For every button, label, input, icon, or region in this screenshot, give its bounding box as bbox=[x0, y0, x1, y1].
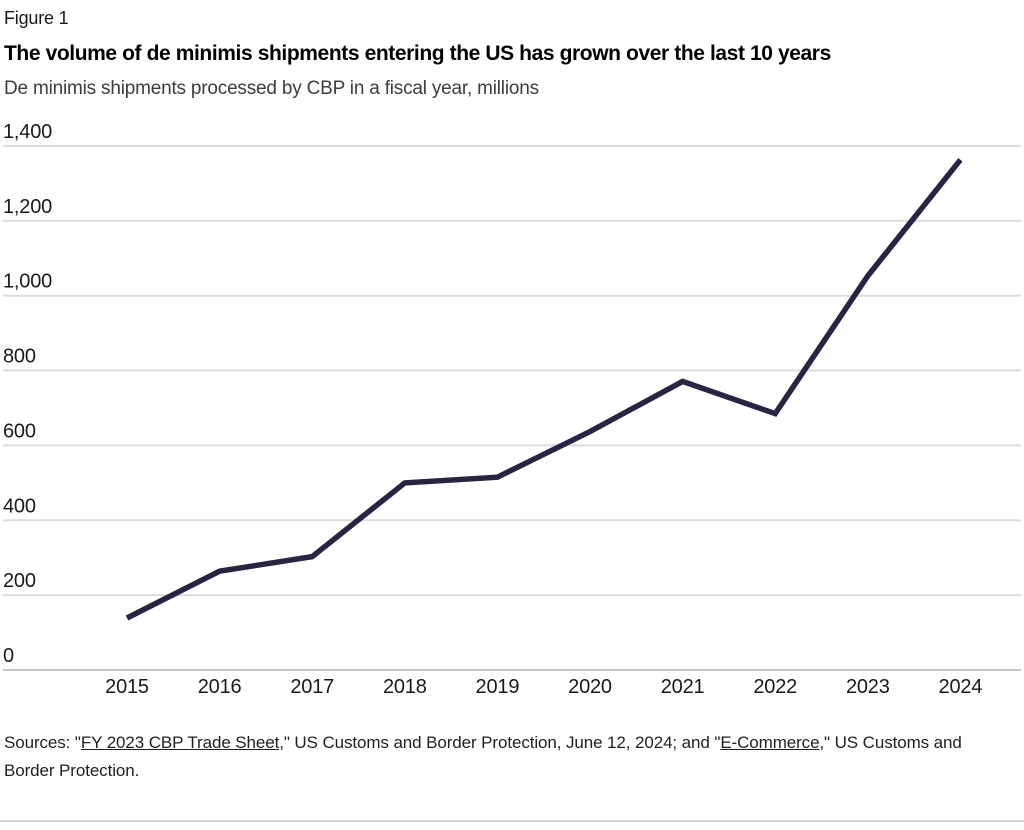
x-tick-label: 2023 bbox=[846, 676, 890, 698]
y-tick-label: 400 bbox=[3, 495, 36, 517]
y-tick-label: 1,400 bbox=[3, 121, 52, 143]
y-tick-label: 0 bbox=[3, 645, 14, 667]
x-tick-label: 2019 bbox=[476, 676, 520, 698]
x-tick-label: 2022 bbox=[753, 676, 797, 698]
x-tick-label: 2021 bbox=[661, 676, 705, 698]
sources-suffix: ," US Customs and Border Protection. bbox=[4, 733, 962, 780]
y-tick-label: 1,000 bbox=[3, 271, 52, 293]
y-tick-label: 800 bbox=[3, 346, 36, 368]
x-tick-label: 2018 bbox=[383, 676, 427, 698]
y-tick-label: 600 bbox=[3, 420, 36, 442]
x-tick-label: 2024 bbox=[939, 676, 983, 698]
x-tick-label: 2020 bbox=[568, 676, 612, 698]
chart-title: The volume of de minimis shipments enter… bbox=[4, 42, 831, 65]
x-tick-label: 2015 bbox=[105, 676, 149, 698]
sources-note: Sources: "FY 2023 CBP Trade Sheet," US C… bbox=[4, 729, 989, 785]
sources-prefix: Sources: " bbox=[4, 733, 81, 752]
data-line bbox=[125, 158, 963, 621]
bottom-divider bbox=[0, 820, 1024, 822]
x-tick-label: 2016 bbox=[198, 676, 242, 698]
y-tick-label: 200 bbox=[3, 570, 36, 592]
source-link-ecommerce[interactable]: E-Commerce bbox=[720, 733, 820, 752]
chart-subtitle: De minimis shipments processed by CBP in… bbox=[4, 78, 539, 99]
figure-label: Figure 1 bbox=[4, 8, 69, 28]
x-tick-label: 2017 bbox=[290, 676, 334, 698]
sources-middle: ," US Customs and Border Protection, Jun… bbox=[279, 733, 721, 752]
source-link-trade-sheet[interactable]: FY 2023 CBP Trade Sheet bbox=[80, 733, 280, 752]
y-tick-label: 1,200 bbox=[3, 196, 52, 218]
